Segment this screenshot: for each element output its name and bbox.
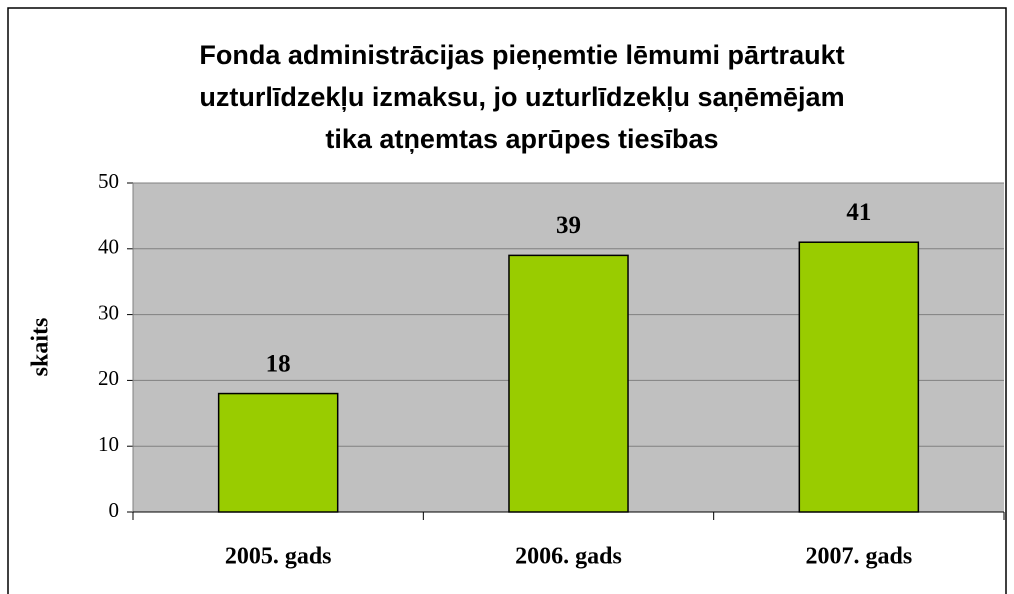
chart-title: tika atņemtas aprūpes tiesības — [325, 124, 718, 154]
x-tick-label: 2005. gads — [225, 544, 332, 570]
y-tick-label: 50 — [98, 169, 119, 193]
chart-title: uzturlīdzekļu izmaksu, jo uzturlīdzekļu … — [199, 82, 844, 112]
y-tick-label: 40 — [98, 235, 119, 259]
data-label: 18 — [266, 350, 291, 377]
chart-border — [7, 7, 1007, 594]
chart-title: Fonda administrācijas pieņemtie lēmumi p… — [199, 40, 844, 70]
y-tick-label: 30 — [98, 300, 119, 324]
y-tick-label: 20 — [98, 366, 119, 390]
y-tick-label: 10 — [98, 432, 119, 456]
x-tick-label: 2007. gads — [805, 544, 912, 570]
data-label: 41 — [846, 199, 871, 226]
bar — [508, 254, 629, 513]
y-axis-label: skaits — [28, 318, 54, 377]
bar — [217, 392, 339, 513]
y-tick-label: 0 — [109, 498, 120, 522]
bar — [798, 241, 920, 513]
data-label: 39 — [556, 212, 581, 239]
x-tick-label: 2006. gads — [515, 544, 622, 570]
